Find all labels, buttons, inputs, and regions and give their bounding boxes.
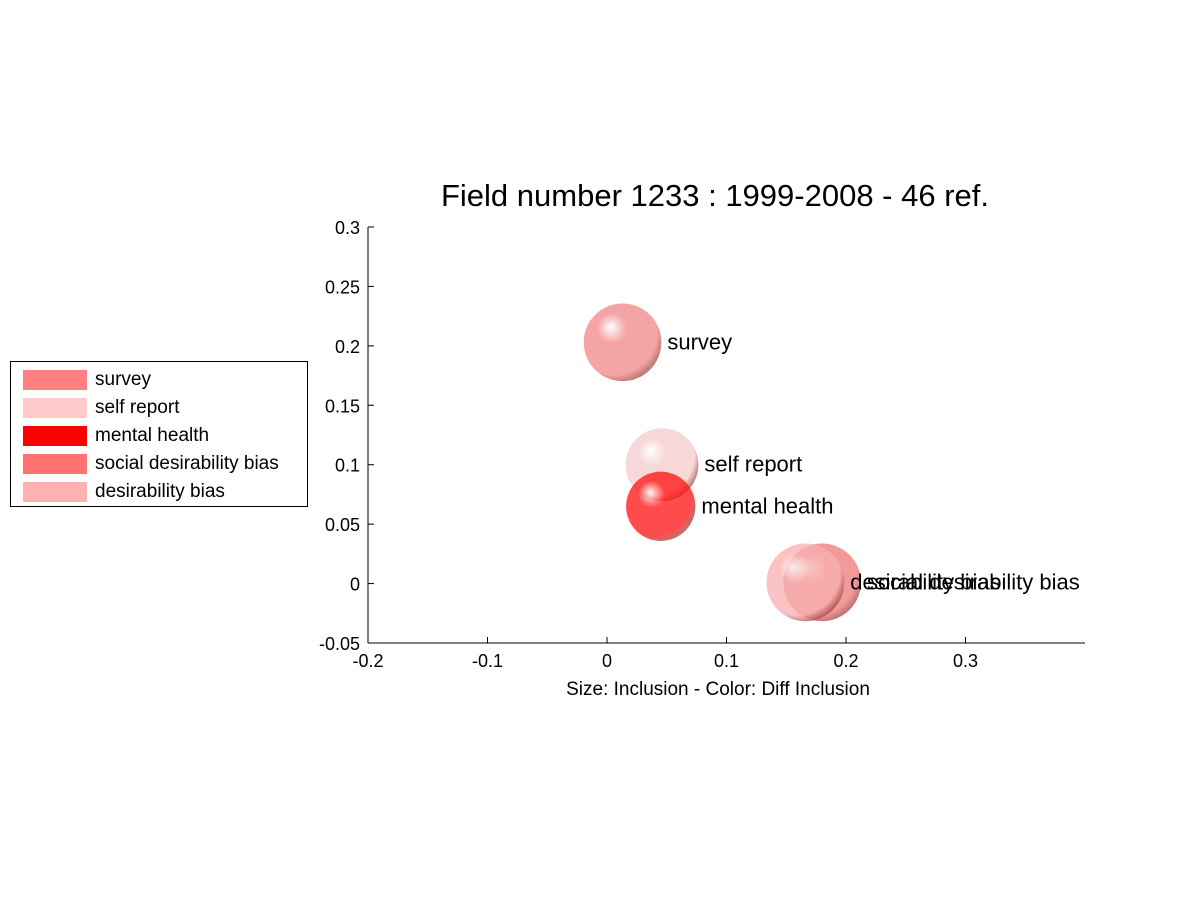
y-tick-label: 0 — [350, 575, 360, 595]
y-tick-label: 0.25 — [325, 277, 360, 297]
legend-label: mental health — [95, 425, 210, 446]
bubble-label: desirability bias — [850, 569, 1000, 594]
x-tick-label: 0 — [602, 651, 612, 671]
x-axis-label: Size: Inclusion - Color: Diff Inclusion — [566, 679, 870, 700]
legend-swatch — [23, 482, 87, 502]
y-tick-label: -0.05 — [319, 634, 360, 654]
bubbles — [583, 303, 861, 622]
bubble-mental-health — [626, 471, 696, 541]
bubble-survey — [583, 303, 662, 382]
legend-swatch — [23, 398, 87, 418]
legend-label: desirability bias — [95, 481, 225, 502]
bubble-label: self report — [704, 452, 802, 477]
bubble-labels: survey self report mental health social des… — [667, 329, 1079, 594]
bubble-desirability-bias — [766, 543, 845, 622]
legend-swatch — [23, 426, 87, 446]
axes: -0.2 -0.1 0 0.1 0.2 0.3 -0.05 0 0.05 0.1 0.15 0.2 0.… — [319, 218, 1085, 671]
legend-label: social desirability bias — [95, 453, 279, 474]
legend-label: self report — [95, 397, 180, 418]
y-tick-label: 0.2 — [335, 337, 360, 357]
legend-swatch — [23, 370, 87, 390]
y-tick-label: 0.1 — [335, 456, 360, 476]
x-tick-label: 0.1 — [714, 651, 739, 671]
y-tick-label: 0.3 — [335, 218, 360, 238]
bubble-label: social desirability bias — [867, 569, 1080, 594]
y-tick-label: 0.15 — [325, 396, 360, 416]
x-tick-label: 0.3 — [953, 651, 978, 671]
x-tick-label: -0.2 — [352, 651, 383, 671]
legend-swatch — [23, 454, 87, 474]
x-tick-label: 0.2 — [833, 651, 858, 671]
bubble-label: survey — [667, 329, 732, 354]
legend: survey self report mental health social des… — [10, 361, 308, 507]
chart-title: Field number 1233 : 1999-2008 - 46 ref. — [441, 178, 989, 213]
bubble-label: mental health — [701, 493, 833, 518]
legend-label: survey — [95, 369, 151, 390]
x-tick-label: -0.1 — [472, 651, 503, 671]
y-tick-label: 0.05 — [325, 515, 360, 535]
